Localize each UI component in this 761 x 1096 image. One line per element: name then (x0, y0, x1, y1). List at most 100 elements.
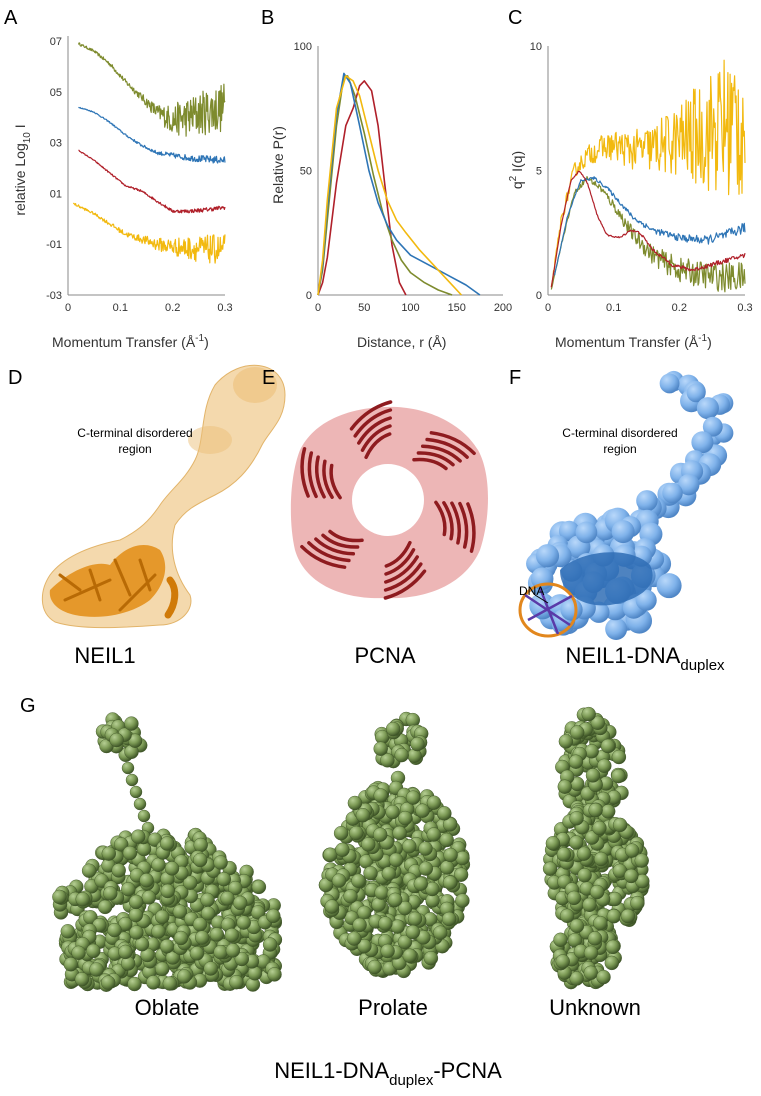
pcna-strand (349, 400, 393, 431)
chart-c-y-tick-label: 10 (530, 41, 542, 53)
neil1-dna-caption: NEIL1-DNAduplex (565, 643, 725, 674)
bead (590, 715, 605, 730)
bead (209, 927, 225, 942)
bead (575, 521, 598, 544)
bead (216, 872, 232, 887)
bead (371, 897, 386, 912)
bead (331, 873, 347, 888)
bead (402, 948, 417, 963)
bead (443, 847, 458, 863)
panel-label-c: C (508, 7, 522, 29)
bead (601, 804, 616, 819)
bead (160, 883, 175, 899)
chart-c-y-tick-label: 5 (536, 166, 542, 178)
pcna-structure (290, 400, 488, 600)
bead (441, 911, 457, 927)
bead (569, 811, 584, 826)
bead (442, 875, 458, 890)
bead (324, 899, 339, 914)
bead (569, 835, 584, 850)
neil1-surface-lobe (188, 426, 232, 454)
bead (361, 837, 376, 852)
bead (624, 868, 639, 884)
neil1-structure (41, 364, 286, 629)
bead (103, 886, 118, 901)
pcna-strand (383, 562, 423, 592)
neil1-annotation-line2: region (118, 442, 151, 456)
bead (347, 795, 363, 811)
bead (251, 879, 267, 895)
chart-a-y-tick-label: 05 (50, 87, 62, 99)
bead (620, 908, 636, 924)
bead (556, 847, 572, 862)
chart-b-y-tick-label: 50 (300, 166, 312, 178)
pcna-strand (425, 437, 469, 459)
pcna-strand (416, 451, 455, 467)
bead (129, 925, 144, 940)
model-label-prolate: Prolate (358, 995, 428, 1020)
bead (349, 825, 364, 841)
panel-label-e: E (262, 367, 275, 389)
pcna-central-hole (352, 464, 424, 536)
bead (97, 899, 113, 915)
bead (374, 885, 389, 900)
bead (433, 925, 448, 940)
bead (125, 773, 139, 787)
bead (232, 895, 248, 911)
bead (267, 967, 282, 982)
bead (63, 957, 79, 972)
bead (569, 918, 585, 934)
bead (111, 863, 126, 878)
chart-a-series-line-1 (78, 106, 226, 164)
dna-helix (518, 582, 578, 638)
pcna-strand (442, 501, 454, 541)
bead (559, 908, 575, 923)
chart-a-y-tick-label: 07 (50, 36, 62, 48)
bead (558, 520, 580, 542)
model-unknown (542, 706, 650, 990)
pcna-strand (307, 541, 351, 563)
bead (134, 937, 150, 952)
pcna-strand (300, 447, 310, 498)
chart-c-x-tick-label: 0.3 (737, 302, 752, 314)
bead (611, 749, 627, 765)
pcna-strand (353, 408, 393, 438)
bead (583, 965, 598, 980)
complex-caption: NEIL1-DNAduplex-PCNA (274, 1058, 502, 1089)
bead (101, 846, 117, 861)
bead (656, 573, 682, 599)
bead (418, 841, 433, 856)
bead (373, 827, 388, 842)
chart-b-series-line-3 (317, 75, 462, 296)
bead (356, 905, 372, 920)
bead (397, 934, 413, 950)
dna-bases (524, 587, 573, 635)
bead (398, 810, 413, 826)
neil1-dna-structure (518, 370, 734, 640)
bead (203, 961, 218, 976)
chart-b: 100 50 0 0 50 100 150 200 Distance, r (Å) Rela… (270, 41, 512, 350)
bead (535, 544, 560, 568)
bead (585, 768, 601, 783)
bead (662, 482, 683, 504)
pcna-strand (321, 533, 360, 549)
bead (582, 897, 597, 912)
pcna-strand (412, 457, 448, 471)
bead (583, 945, 599, 960)
bead (402, 839, 417, 854)
neil1-surface-lobe (233, 367, 277, 403)
pcna-strand (328, 529, 364, 543)
bead (553, 932, 568, 947)
pcna-strand (307, 451, 318, 499)
bead (596, 969, 611, 985)
bead (60, 924, 76, 939)
chart-a-y-tick-label: -01 (46, 239, 62, 251)
chart-c-series-line-3 (550, 170, 746, 288)
bead (560, 598, 583, 621)
bead (89, 962, 104, 977)
bead (343, 889, 358, 904)
bead (584, 744, 599, 759)
bead (455, 850, 470, 866)
